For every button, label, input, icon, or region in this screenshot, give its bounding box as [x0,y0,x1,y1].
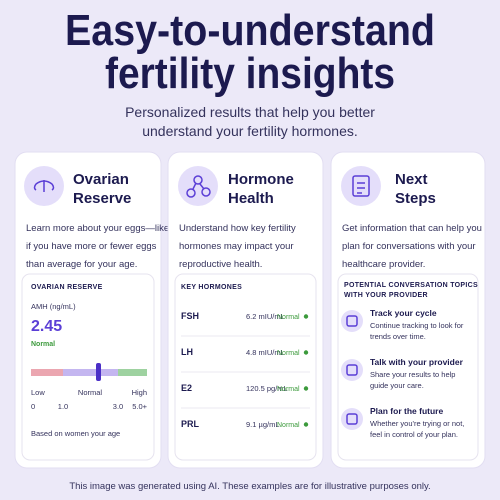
card-description: Understand how key fertility [179,223,296,234]
status-dot [303,314,309,319]
metric-label: AMH (ng/mL) [31,302,76,311]
range-tick: 1.0 [58,402,68,411]
hormone-status: Normal [277,422,300,429]
topic-description: Share your results to help [370,370,455,379]
hormone-value: 9.1 µg/mL [246,420,280,429]
metric-status: Normal [31,341,55,348]
hormone-name: E2 [181,383,192,393]
topic-title: Plan for the future [370,406,443,416]
hormone-name: PRL [181,419,200,429]
range-high [118,369,147,376]
hormone-status: Normal [277,314,300,321]
topic-icon [341,310,363,332]
range-normal [63,369,118,376]
topic-glyph [346,364,358,376]
icon-glyph [33,180,55,192]
card-title: Reserve [73,190,131,207]
icon-glyph [186,175,211,198]
range-marker [96,363,101,381]
footer: This image was generated using AI. These… [69,481,430,492]
headline: Easy-to-understand [65,6,435,55]
panel-heading: POTENTIAL CONVERSATION TOPICS [344,282,478,289]
panel-note: Based on women your age [31,429,120,438]
panel [174,273,317,461]
headline: fertility insights [105,49,395,98]
subtitle: understand your fertility hormones. [142,123,358,139]
hormone-value: 120.5 pg/mL [246,384,288,393]
card-title: Hormone [228,171,294,188]
card-description: healthcare provider. [342,259,425,270]
card-title: Next [395,171,428,188]
topic-glyph [346,315,358,327]
panel-heading: WITH YOUR PROVIDER [344,292,428,299]
topic-glyph [346,413,358,425]
panel-heading: KEY HORMONES [181,284,242,291]
range-low [31,369,63,376]
card-description: than average for your age. [26,259,137,270]
topic-icon [341,408,363,430]
topic-description: trends over time. [370,332,426,341]
range-label: Low [31,388,45,397]
card-description: hormones may impact your [179,241,294,252]
card-title: Steps [395,190,436,207]
range-label: High [132,388,147,397]
hormone-value: 6.2 mIU/mL [246,312,285,321]
card-description: Get information that can help you [342,223,482,234]
panel [337,273,479,461]
card-description: Learn more about your eggs—like [26,223,169,234]
status-dot [303,422,309,427]
topic-description: Whether you're trying or not, [370,419,464,428]
icon [341,166,381,206]
topic-title: Track your cycle [370,308,437,318]
range-tick: 5.0+ [132,402,147,411]
hormone-name: LH [181,347,193,357]
panel [21,273,155,461]
icon [178,166,218,206]
hormone-value: 4.8 mIU/mL [246,348,285,357]
topic-description: Continue tracking to look for [370,321,464,330]
metric-value: 2.45 [31,318,62,335]
hormone-name: FSH [181,311,199,321]
range-tick: 3.0 [113,402,123,411]
topic-description: feel in control of your plan. [370,430,458,439]
status-dot [303,386,309,391]
topic-title: Talk with your provider [370,357,464,367]
range-label: Normal [78,388,103,397]
topic-icon [341,359,363,381]
subtitle: Personalized results that help you bette… [125,104,375,120]
status-dot [303,350,309,355]
card-description: reproductive health. [179,259,262,270]
card-description: plan for conversations with your [342,241,476,252]
icon-glyph [352,175,370,197]
card-title: Health [228,190,274,207]
topic-description: guide your care. [370,381,424,390]
card-description: if you have more or fewer eggs [26,241,157,252]
panel-heading: OVARIAN RESERVE [31,284,103,291]
range-tick: 0 [31,402,35,411]
hormone-status: Normal [277,350,300,357]
card-title: Ovarian [73,171,129,188]
hormone-status: Normal [277,386,300,393]
